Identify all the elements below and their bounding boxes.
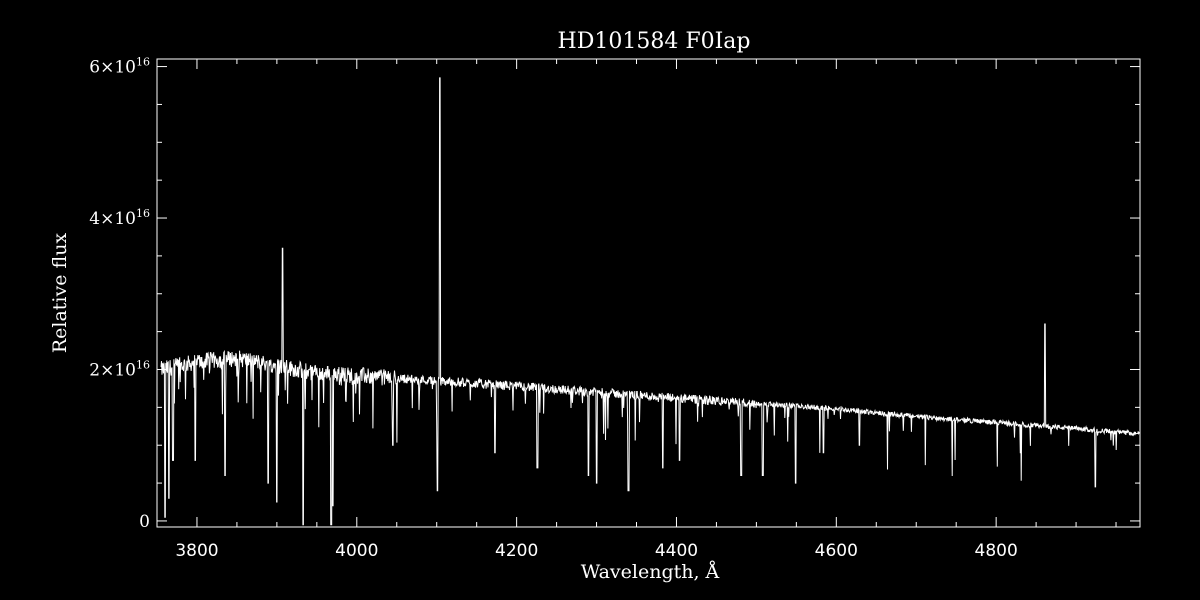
x-tick-label: 4400 (655, 541, 698, 561)
x-tick-label: 4800 (975, 541, 1018, 561)
y-tick-label: 4×1016 (89, 207, 150, 229)
y-axis-label: Relative flux (49, 233, 71, 354)
y-tick-labels: 0 2×1016 4×1016 6×1016 (89, 56, 150, 532)
x-tick-label: 4200 (495, 541, 538, 561)
spectrum-line (160, 77, 1140, 526)
x-tick-label: 4600 (815, 541, 858, 561)
y-tick-label: 2×1016 (89, 358, 150, 380)
x-tick-label: 4000 (335, 541, 378, 561)
x-tick-labels: 3800 4000 4200 4400 4600 4800 (175, 541, 1017, 561)
axis-ticks (157, 59, 1140, 527)
x-axis-label: Wavelength, Å (581, 561, 720, 583)
y-tick-label: 6×1016 (89, 56, 150, 78)
x-tick-label: 3800 (175, 541, 218, 561)
chart-title: HD101584 F0Iap (558, 29, 751, 54)
plot-frame (156, 58, 1141, 528)
y-tick-label: 0 (139, 512, 150, 532)
